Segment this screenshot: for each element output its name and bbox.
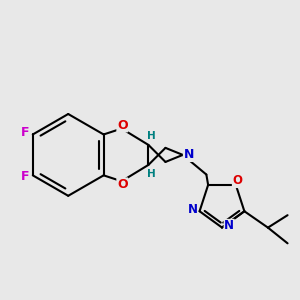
- Text: O: O: [117, 178, 128, 191]
- Text: O: O: [232, 175, 242, 188]
- Text: N: N: [224, 219, 234, 232]
- Text: N: N: [184, 148, 194, 161]
- Text: H: H: [147, 169, 156, 179]
- Text: N: N: [188, 203, 197, 216]
- Text: O: O: [117, 119, 128, 132]
- Text: H: H: [147, 131, 156, 141]
- Text: F: F: [21, 126, 30, 139]
- Text: F: F: [21, 170, 30, 184]
